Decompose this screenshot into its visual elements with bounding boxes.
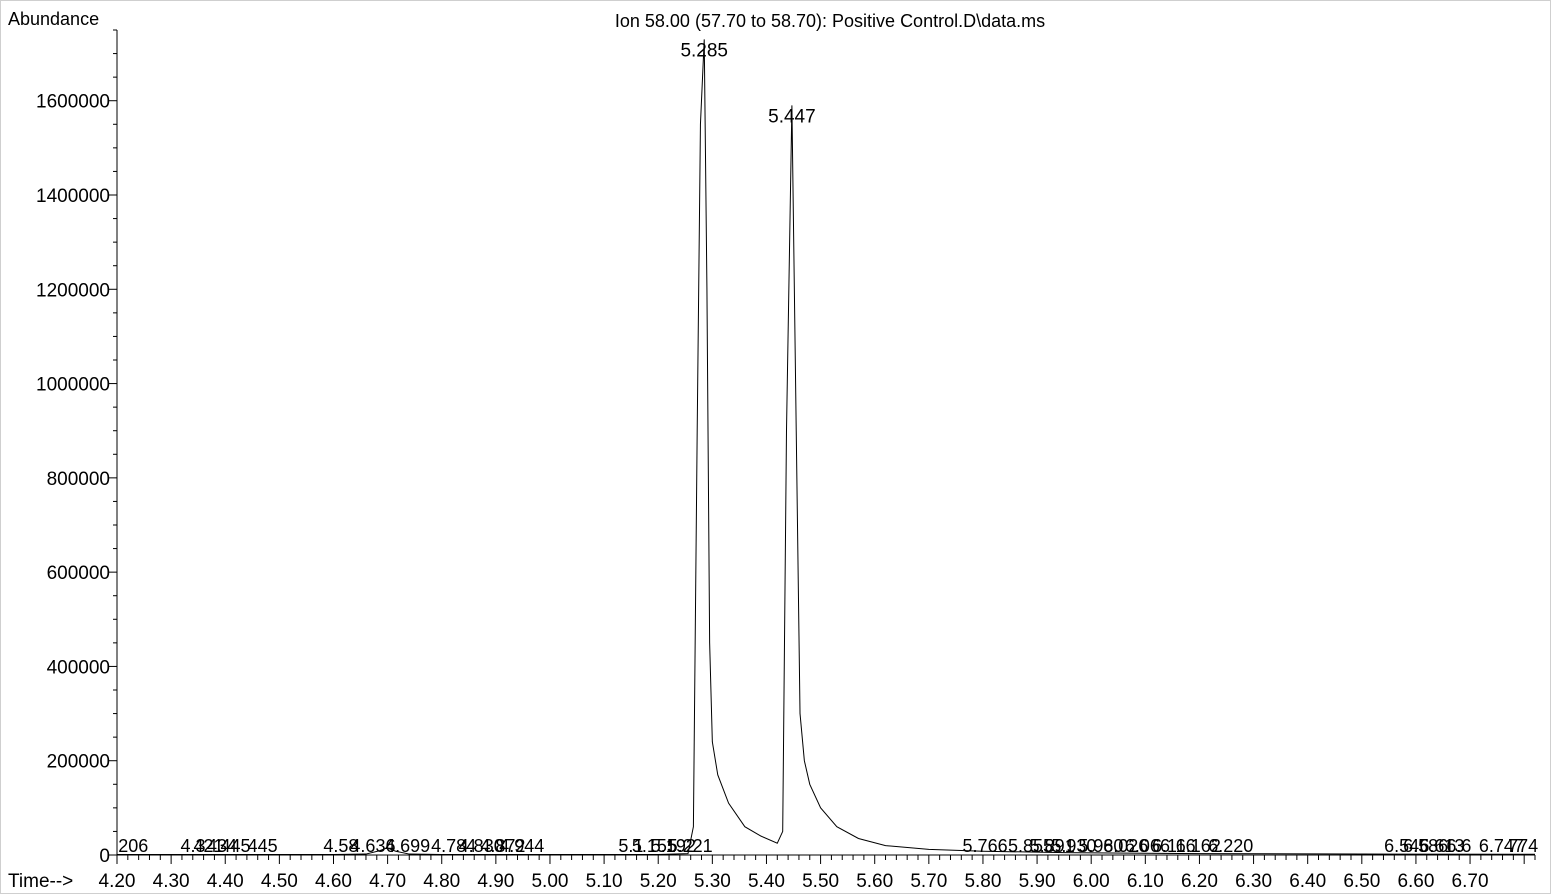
- x-tick-label: 4.90: [477, 871, 514, 892]
- x-tick-label: 5.50: [802, 871, 839, 892]
- x-tick-label: 4.60: [315, 871, 352, 892]
- x-tick-label: 4.50: [261, 871, 298, 892]
- baseline-rt-label: 5.930: [1051, 836, 1096, 856]
- y-tick-label: 400000: [47, 657, 110, 678]
- y-axis-title: Abundance: [8, 9, 99, 29]
- y-tick-label: 1600000: [36, 92, 110, 113]
- baseline-rt-label: 6.613: [1419, 836, 1464, 856]
- x-tick-label: 6.50: [1343, 871, 1380, 892]
- baseline-rt-label: 4.58: [323, 836, 358, 856]
- x-tick-label: 4.40: [207, 871, 244, 892]
- x-tick-label: 5.80: [964, 871, 1001, 892]
- y-tick-label: 1000000: [36, 375, 110, 396]
- baseline-rt-label: 5.891: [1030, 836, 1075, 856]
- x-tick-label: 5.90: [1019, 871, 1056, 892]
- peak-label: 5.285: [680, 40, 728, 61]
- baseline-rt-label: 5.766: [963, 836, 1008, 856]
- baseline-rt-label: 6.162: [1176, 836, 1221, 856]
- baseline-rt-label: 6.066: [1125, 836, 1170, 856]
- baseline-rt-label: 4.3: [180, 836, 205, 856]
- x-tick-label: 5.60: [856, 871, 893, 892]
- y-tick-label: 1200000: [36, 280, 110, 301]
- x-tick-label: 6.10: [1127, 871, 1164, 892]
- baseline-rt-label: 5.855: [1008, 836, 1053, 856]
- x-axis-title: Time-->: [8, 871, 73, 892]
- baseline-rt-label: 6.586: [1403, 836, 1448, 856]
- x-tick-label: 6.60: [1397, 871, 1434, 892]
- baseline-rt-label: 4.872: [480, 836, 525, 856]
- x-tick-label: 6.20: [1181, 871, 1218, 892]
- baseline-rt-label: 4.636: [350, 836, 395, 856]
- baseline-rt-label: 421: [193, 836, 223, 856]
- baseline-rt-label: 4.830: [459, 836, 504, 856]
- x-tick-label: 6.40: [1289, 871, 1326, 892]
- baseline-rt-label: 4.784: [431, 836, 476, 856]
- baseline-rt-label: 6.747: [1479, 836, 1524, 856]
- peak-label: 5.447: [768, 106, 816, 127]
- plot-area: [117, 39, 1536, 856]
- baseline-rt-label: 5.192: [651, 836, 696, 856]
- x-tick-label: 5.30: [694, 871, 731, 892]
- baseline-rt-label: 6.545: [1384, 836, 1429, 856]
- baseline-rt-label: 6.026: [1103, 836, 1148, 856]
- x-tick-label: 5.00: [531, 871, 568, 892]
- baseline-rt-label: 445: [248, 836, 278, 856]
- axes: 0 200000 400000 600000 800000 1000000 1200000 1…: [36, 29, 1536, 892]
- baseline-rt-label: 5.980: [1078, 836, 1123, 856]
- baseline-rt-label: 6.6: [1446, 836, 1471, 856]
- baseline-rt-label: 4.699: [385, 836, 430, 856]
- chart-labels: Abundance Time--> Ion 58.00 (57.70 to 58.7…: [8, 9, 1538, 892]
- x-tick-label: 4.80: [423, 871, 460, 892]
- chart-title: Ion 58.00 (57.70 to 58.70): Positive Con…: [615, 11, 1045, 31]
- baseline-rt-label: 5.1: [618, 836, 643, 856]
- x-tick-label: 6.00: [1073, 871, 1110, 892]
- y-tick-label: 600000: [47, 563, 110, 584]
- y-tick-label: 200000: [47, 752, 110, 773]
- baseline-rt-label: 445: [221, 836, 251, 856]
- x-tick-label: 4.70: [369, 871, 406, 892]
- y-tick-label: 1400000: [36, 186, 110, 207]
- x-tick-label: 5.10: [586, 871, 623, 892]
- baseline-rt-label: 5.221: [668, 836, 713, 856]
- x-tick-label: 6.30: [1235, 871, 1272, 892]
- series-line: [117, 39, 1536, 856]
- x-tick-label: 4.30: [153, 871, 190, 892]
- baseline-rt-label: 4.944: [499, 836, 544, 856]
- y-tick-label: 0: [99, 846, 110, 867]
- x-tick-label: 6.70: [1452, 871, 1489, 892]
- baseline-rt-label: 434: [207, 836, 237, 856]
- x-tick-label: 5.70: [910, 871, 947, 892]
- x-tick-label: 5.40: [748, 871, 785, 892]
- baseline-rt-label: 206: [118, 836, 148, 856]
- baseline-rt-label: 6.116: [1152, 836, 1196, 856]
- baseline-rt-label: 6.220: [1208, 836, 1253, 856]
- x-tick-label: 5.20: [640, 871, 677, 892]
- y-tick-label: 800000: [47, 469, 110, 490]
- baseline-rt-label: 774: [1508, 836, 1538, 856]
- baseline-rt-label: 5.155: [632, 836, 677, 856]
- x-tick-label: 4.20: [99, 871, 136, 892]
